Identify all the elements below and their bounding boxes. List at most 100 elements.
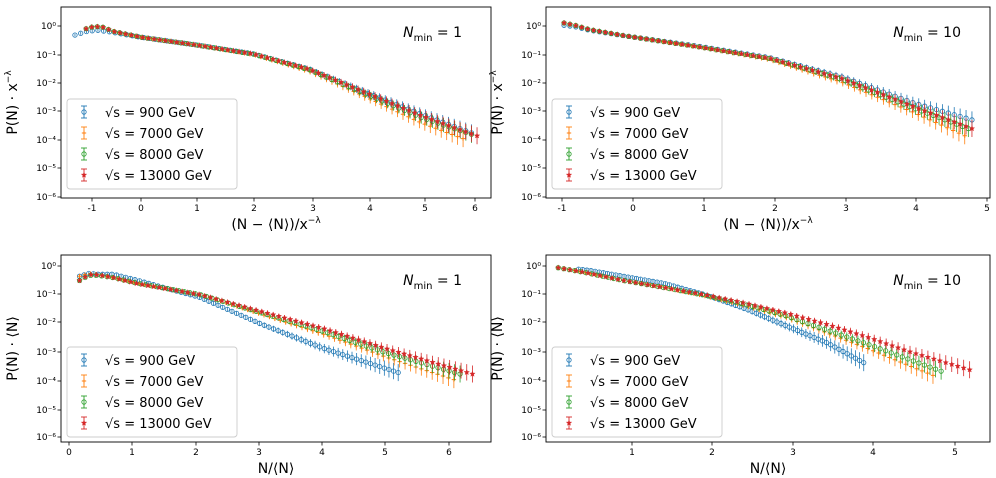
series-3 bbox=[555, 264, 973, 379]
data-point bbox=[72, 32, 78, 38]
legend-label: √s = 900 GeV bbox=[105, 106, 195, 121]
data-point bbox=[354, 356, 360, 362]
data-point bbox=[340, 352, 346, 358]
legend-item: √s = 7000 GeV bbox=[566, 374, 689, 390]
data-point bbox=[270, 326, 277, 332]
legend-label: √s = 7000 GeV bbox=[590, 127, 689, 142]
data-point bbox=[366, 340, 374, 347]
data-point bbox=[793, 312, 800, 319]
data-point bbox=[104, 273, 112, 280]
data-point bbox=[945, 125, 950, 130]
data-point bbox=[849, 336, 855, 342]
data-point bbox=[407, 357, 414, 363]
legend-label: √s = 7000 GeV bbox=[590, 375, 689, 390]
data-point bbox=[390, 368, 397, 374]
data-point bbox=[320, 71, 328, 78]
data-point bbox=[632, 279, 639, 286]
data-point bbox=[369, 345, 375, 351]
data-point bbox=[359, 345, 364, 351]
data-point bbox=[918, 352, 926, 359]
data-point bbox=[779, 58, 786, 65]
data-point bbox=[916, 360, 922, 366]
data-point bbox=[362, 94, 367, 99]
legend-label: √s = 13000 GeV bbox=[105, 417, 212, 432]
data-point bbox=[745, 300, 753, 307]
legend-box bbox=[66, 98, 238, 190]
data-point bbox=[938, 368, 944, 374]
data-point bbox=[298, 63, 305, 70]
y-axis-label: P(N) · x−λ bbox=[4, 70, 21, 135]
data-point bbox=[400, 104, 407, 111]
legend-marker bbox=[566, 109, 572, 115]
data-point bbox=[619, 32, 627, 39]
nmin-annotation: Nmin = 10 bbox=[893, 25, 961, 44]
nmin-value: = 10 bbox=[923, 25, 961, 41]
data-point bbox=[820, 70, 828, 77]
data-point bbox=[455, 134, 460, 139]
panel-bl: 0 1 2 3 4 5 6 10⁰ 10⁻¹ 10⁻² 10⁻³ 10⁻⁴ 10⁻⁵ 10⁻⁶ N/⟨N⟩ P… bbox=[5, 254, 492, 477]
data-point bbox=[435, 360, 442, 367]
data-point bbox=[921, 362, 928, 368]
data-point bbox=[662, 284, 669, 291]
x-tick-label: 2 bbox=[709, 448, 715, 458]
data-point bbox=[405, 107, 413, 114]
data-point bbox=[899, 354, 905, 360]
plot-area bbox=[560, 19, 976, 145]
data-point bbox=[99, 272, 106, 279]
data-point bbox=[452, 365, 459, 372]
series-3 bbox=[76, 271, 476, 383]
legend-item: √s = 8000 GeV bbox=[566, 147, 689, 163]
data-point bbox=[620, 277, 628, 284]
data-point bbox=[105, 26, 113, 33]
y-axis-label-sup: −λ bbox=[489, 70, 499, 84]
data-point bbox=[930, 373, 936, 378]
nmin-annotation: Nmin = 1 bbox=[403, 273, 462, 292]
data-point bbox=[865, 333, 872, 341]
data-point bbox=[815, 68, 822, 75]
data-point bbox=[377, 95, 384, 102]
data-point bbox=[848, 353, 854, 359]
data-point bbox=[797, 63, 804, 70]
y-tick-label: 10⁻⁵ bbox=[36, 406, 56, 416]
data-point bbox=[751, 302, 759, 309]
data-point bbox=[190, 290, 197, 297]
data-point bbox=[560, 19, 568, 26]
legend-label: √s = 7000 GeV bbox=[105, 127, 204, 142]
data-point bbox=[463, 368, 470, 376]
data-point bbox=[76, 277, 83, 284]
data-point bbox=[862, 84, 869, 91]
data-point bbox=[233, 310, 240, 316]
data-point bbox=[82, 273, 89, 280]
data-point bbox=[799, 314, 806, 321]
data-point bbox=[584, 269, 592, 276]
data-point bbox=[885, 93, 893, 100]
data-point bbox=[811, 317, 818, 324]
data-point bbox=[150, 35, 158, 42]
data-point bbox=[201, 292, 209, 299]
axes-frame bbox=[60, 254, 492, 443]
legend-label: √s = 900 GeV bbox=[590, 106, 680, 121]
data-point bbox=[315, 69, 322, 76]
data-point bbox=[326, 327, 334, 334]
legend-label: √s = 8000 GeV bbox=[590, 148, 689, 163]
data-point bbox=[602, 29, 609, 36]
data-point bbox=[649, 36, 656, 43]
panel-br: 1 2 3 4 5 10⁰ 10⁻¹ 10⁻² 10⁻³ 10⁻⁴ 10⁻⁵ 10⁻⁶ N/⟨N⟩ P(N… bbox=[490, 254, 991, 477]
data-point bbox=[257, 320, 263, 326]
data-point bbox=[833, 333, 838, 339]
data-point bbox=[772, 310, 778, 316]
data-point bbox=[179, 39, 186, 46]
y-tick-label: 10⁰ bbox=[526, 22, 541, 32]
data-point bbox=[99, 24, 107, 31]
data-point bbox=[932, 366, 939, 372]
data-point bbox=[235, 48, 243, 55]
data-point bbox=[738, 50, 745, 57]
data-point bbox=[915, 105, 922, 112]
data-point bbox=[866, 342, 872, 348]
data-point bbox=[566, 20, 574, 27]
x-tick-label: 4 bbox=[913, 204, 919, 214]
data-point bbox=[321, 325, 328, 332]
data-point bbox=[428, 124, 433, 129]
data-point bbox=[122, 30, 130, 37]
legend-item: √s = 900 GeV bbox=[81, 353, 195, 369]
